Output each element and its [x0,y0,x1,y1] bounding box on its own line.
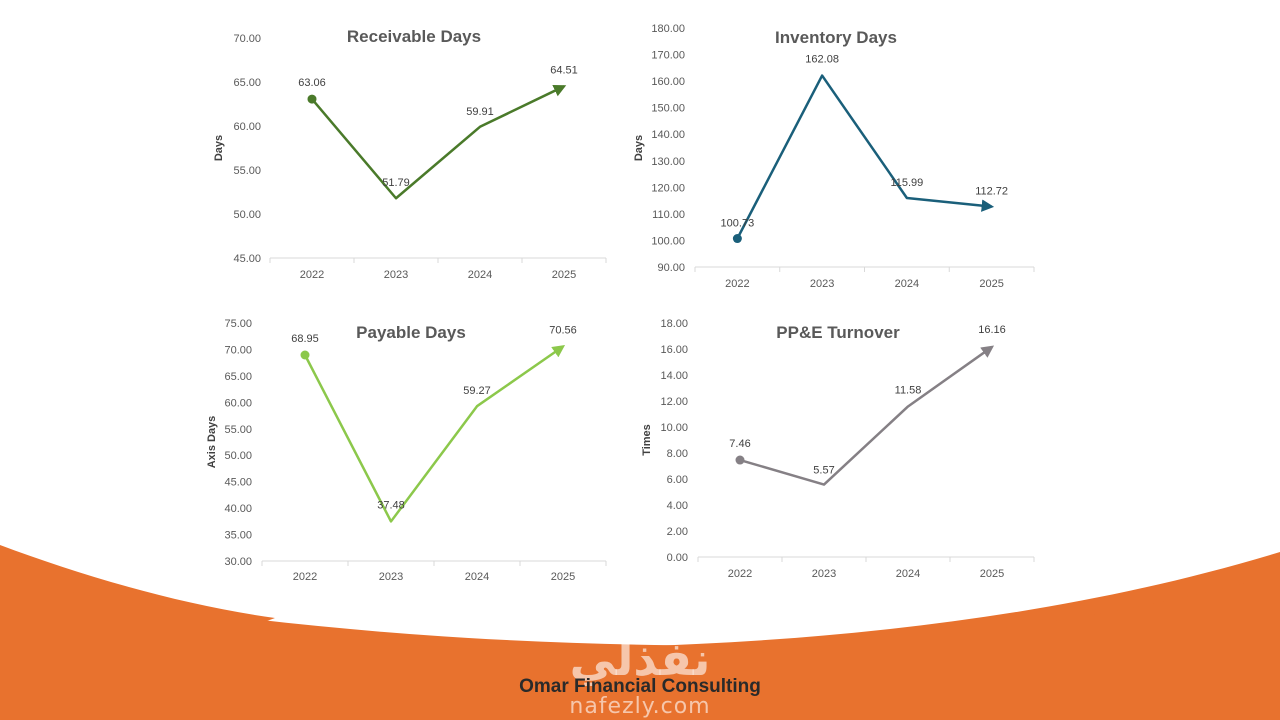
chart-title: Payable Days [356,323,466,342]
x-tick-label: 2023 [812,568,836,580]
y-tick-label: 18.00 [660,318,688,330]
series-line [739,345,995,486]
y-axis-label: Days [633,135,645,161]
x-tick-label: 2024 [468,269,492,281]
y-tick-label: 60.00 [233,121,261,133]
y-tick-label: 110.00 [652,209,685,221]
data-label: 162.08 [805,54,839,66]
data-label: 37.48 [377,499,405,511]
watermark-url: nafezly.com [569,694,711,719]
start-point [735,455,745,465]
start-point [300,350,310,360]
y-tick-label: 60.00 [224,397,252,409]
y-tick-label: 75.00 [224,318,252,330]
y-tick-label: 170.00 [651,50,685,62]
data-label: 63.06 [298,77,326,89]
data-label: 100.73 [721,218,755,230]
data-label: 70.56 [549,324,577,336]
y-tick-label: 160.00 [651,76,685,88]
y-tick-label: 120.00 [651,182,685,194]
data-label: 59.27 [463,385,491,397]
data-label: 59.91 [466,106,494,118]
y-tick-label: 45.00 [233,253,261,265]
chart-title: PP&E Turnover [776,323,900,342]
x-tick-label: 2022 [300,269,324,281]
series-line [303,345,566,523]
x-tick-label: 2022 [725,278,749,290]
y-tick-label: 14.00 [660,370,688,382]
y-tick-label: 70.00 [233,33,261,45]
y-tick-label: 180.00 [651,23,685,35]
chart-title: Receivable Days [347,27,481,46]
y-tick-label: 130.00 [651,156,685,168]
y-tick-label: 10.00 [660,422,688,434]
data-label: 11.58 [895,384,922,396]
data-label: 64.51 [550,64,578,76]
watermark-logo: نفذلي [569,632,711,686]
y-axis-label: Axis Days [206,416,218,469]
start-point [307,94,317,104]
footer-band [0,545,1280,720]
chart-2: Inventory Days Days 90.00 100.00 110.00 120.0… [633,23,1035,290]
y-tick-label: 12.00 [660,396,688,408]
x-tick-label: 2023 [810,278,834,290]
y-tick-label: 4.00 [667,500,688,512]
y-tick-label: 0.00 [667,552,688,564]
y-tick-label: 16.00 [660,344,688,356]
x-tick-label: 2024 [465,571,489,583]
chart-3: Payable Days Axis Days 30.00 35.00 40.00 45.0… [206,318,607,583]
x-tick-label: 2022 [728,568,752,580]
x-tick-label: 2022 [293,571,317,583]
y-tick-label: 6.00 [667,474,688,486]
chart-4: PP&E Turnover Times 0.00 2.00 4.00 6.00 8.00 10… [641,318,1035,580]
data-label: 115.99 [890,177,923,189]
x-tick-label: 2025 [552,269,576,281]
chart-1: Receivable Days Days 45.00 50.00 55.00 60.00 6… [213,27,607,281]
y-tick-label: 65.00 [224,371,252,383]
y-tick-label: 70.00 [224,344,252,356]
y-tick-label: 45.00 [224,477,252,489]
x-tick-label: 2024 [896,568,920,580]
y-tick-label: 90.00 [657,262,685,274]
y-tick-label: 55.00 [224,424,252,436]
data-label: 16.16 [978,324,1006,336]
company-name: Omar Financial Consulting [519,676,761,697]
start-point [732,234,742,244]
y-tick-label: 100.00 [651,235,685,247]
x-tick-label: 2025 [551,571,575,583]
x-tick-label: 2023 [379,571,403,583]
data-label: 112.72 [975,186,1008,198]
y-tick-label: 140.00 [651,129,685,141]
x-tick-label: 2024 [895,278,919,290]
y-tick-label: 35.00 [224,530,252,542]
y-tick-label: 65.00 [233,77,261,89]
x-tick-label: 2025 [979,278,1003,290]
y-tick-label: 50.00 [233,209,261,221]
chart-title: Inventory Days [775,28,897,47]
y-tick-label: 55.00 [233,165,261,177]
data-label: 7.46 [729,438,750,450]
y-tick-label: 150.00 [651,103,685,115]
y-axis-label: Days [213,135,225,161]
x-tick-label: 2023 [384,269,408,281]
y-tick-label: 2.00 [667,526,688,538]
data-label: 5.57 [813,465,834,477]
data-label: 68.95 [291,333,319,345]
y-tick-label: 30.00 [224,556,252,568]
y-tick-label: 50.00 [224,450,252,462]
y-tick-label: 40.00 [224,503,252,515]
x-tick-label: 2025 [980,568,1004,580]
y-tick-label: 8.00 [667,448,688,460]
y-axis-label: Times [641,424,653,456]
series-line [736,74,995,240]
series-line [311,85,567,200]
footer-band-main [0,574,1280,720]
data-label: 51.79 [382,177,410,189]
